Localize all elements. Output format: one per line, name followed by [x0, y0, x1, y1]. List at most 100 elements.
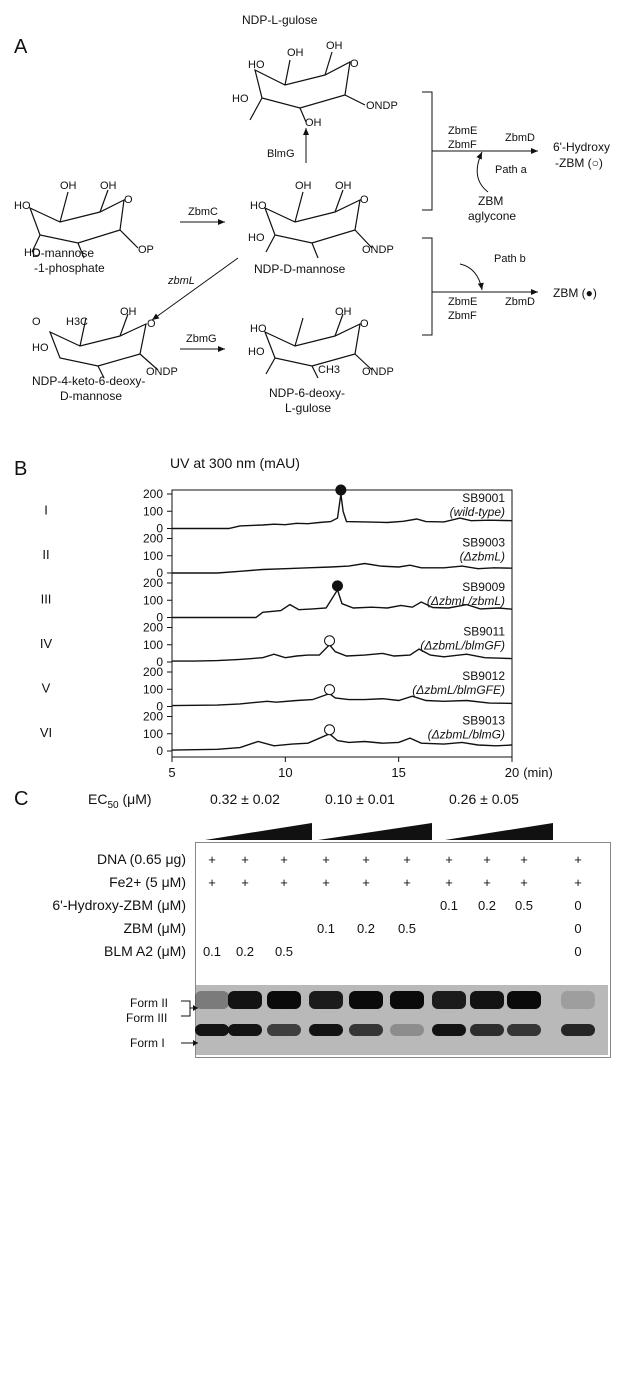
deoxy-gulose-ring [263, 322, 361, 367]
atom-ondp-1: ONDP [366, 100, 398, 112]
gel-cell-value: 0.5 [514, 898, 534, 913]
y-tick-label: 100 [143, 593, 163, 607]
label-1-phosphate: -1-phosphate [34, 261, 105, 275]
peak-marker [324, 724, 336, 736]
band-form-ii-iii [561, 991, 595, 1009]
gel-cell-value: + [483, 852, 491, 867]
y-tick-label: 200 [143, 621, 163, 635]
atom-oh-2: OH [326, 40, 343, 52]
gel-cell-value: 0.2 [477, 898, 497, 913]
label-deoxy-gulose-2: L-gulose [285, 401, 332, 415]
gel-cell-value: 0.1 [316, 921, 336, 936]
atom-ch3: CH3 [318, 364, 341, 376]
gel-cell-value: + [403, 875, 411, 890]
y-tick-label: 0 [156, 611, 163, 625]
atom-ho-8: HO [250, 323, 267, 335]
label-d-mannose: D-mannose [32, 246, 95, 260]
atom-ondp-2: ONDP [362, 244, 394, 256]
gel-cell-value: + [208, 852, 216, 867]
gel-cell-value: + [445, 852, 453, 867]
gel-cell-value: + [520, 852, 528, 867]
gel-cell-value: + [322, 852, 330, 867]
enzyme-zbme-a: ZbmE [448, 125, 478, 137]
label-product-b: ZBM (●) [553, 286, 597, 300]
gel-cell-value: + [574, 875, 582, 890]
label-keto-deoxy-2: D-mannose [60, 389, 123, 403]
band-form-i [561, 1024, 595, 1036]
band-form-ii-iii [267, 991, 301, 1009]
band-form-i [470, 1024, 504, 1036]
enzyme-zbmc: ZbmC [188, 206, 218, 218]
atom-o-3: O [360, 194, 369, 206]
band-form-i [195, 1024, 229, 1036]
chromatogram-chart: 0100200ISB9001(wild-type)0100200IISB9003… [40, 484, 553, 780]
ec50-value: 0.26 ± 0.05 [449, 791, 519, 807]
atom-o-2: O [124, 194, 133, 206]
gel-cell-value: 0.5 [274, 944, 294, 959]
atom-oh-5: OH [100, 180, 117, 192]
y-tick-label: 100 [143, 504, 163, 518]
trace-strain: SB9012 [462, 669, 505, 683]
panel-c-letter: C [14, 788, 29, 810]
trace-strain: SB9009 [462, 580, 505, 594]
trace-line-III [172, 588, 513, 619]
gel-label-arrows [181, 1000, 198, 1046]
atom-ho-3: HO [14, 200, 31, 212]
form-iii-label: Form III [126, 1011, 168, 1025]
atom-ondp-4: ONDP [362, 366, 394, 378]
atom-oh-9: OH [335, 306, 352, 318]
trace-line-V [171, 692, 513, 707]
y-tick-label: 0 [156, 522, 163, 536]
band-form-i [390, 1024, 424, 1036]
atom-ho-9: HO [248, 346, 265, 358]
band-form-i [267, 1024, 301, 1036]
band-form-ii-iii [507, 991, 541, 1009]
atom-h3c: H3C [66, 316, 89, 328]
atom-oh-8: OH [120, 306, 137, 318]
gel-cell-value: + [280, 875, 288, 890]
trace-roman-V: V [42, 680, 51, 695]
trace-genotype: (ΔzbmL/zbmL) [427, 594, 505, 608]
y-tick-label: 200 [143, 487, 163, 501]
gel-cell-value: + [403, 852, 411, 867]
path-b-label: Path b [494, 253, 526, 265]
band-form-ii-iii [228, 991, 262, 1009]
enzyme-zbmd-a: ZbmD [505, 132, 535, 144]
trace-genotype: (ΔzbmL/blmG) [428, 728, 505, 742]
ec50-value: 0.32 ± 0.02 [210, 791, 280, 807]
band-form-ii-iii [349, 991, 383, 1009]
y-tick-label: 0 [156, 744, 163, 758]
y-tick-label: 0 [156, 655, 163, 669]
y-tick-label: 200 [143, 665, 163, 679]
band-form-i [228, 1024, 262, 1036]
row-label: 6'-Hydroxy-ZBM (μM) [52, 897, 186, 913]
trace-genotype: (wild-type) [450, 505, 505, 519]
x-axis-title: (min) [523, 765, 553, 780]
atom-ho-2: HO [232, 93, 249, 105]
label-ndp-d-mannose: NDP-D-mannose [254, 262, 346, 276]
gel-cell-value: + [574, 852, 582, 867]
row-label: Fe2+ (5 μM) [109, 874, 186, 890]
trace-roman-I: I [44, 502, 48, 517]
trace-line-II [172, 562, 513, 574]
trace-genotype: (ΔzbmL) [460, 550, 505, 564]
band-form-i [432, 1024, 466, 1036]
gel-cell-value: 0.5 [397, 921, 417, 936]
y-tick-label: 100 [143, 638, 163, 652]
peak-marker [324, 635, 336, 647]
label-ndp-l-gulose: NDP-L-gulose [242, 13, 318, 27]
x-tick-label: 5 [168, 765, 175, 780]
atom-o-1: O [350, 58, 359, 70]
gel-cell-value: + [483, 875, 491, 890]
label-product-a-1: 6'-Hydroxy [553, 140, 610, 154]
gel-image [195, 985, 608, 1055]
panel-a-letter: A [14, 36, 28, 58]
atom-ho-1: HO [248, 59, 265, 71]
gel-cell-value: + [362, 875, 370, 890]
ec50-label: EC50 (μM) [88, 791, 152, 811]
atom-o-5: O [147, 318, 156, 330]
atom-o-6: O [360, 318, 369, 330]
ndp-mannose-ring [263, 198, 361, 244]
gel-cell-value: 0.2 [356, 921, 376, 936]
gulose-ring [254, 60, 351, 109]
